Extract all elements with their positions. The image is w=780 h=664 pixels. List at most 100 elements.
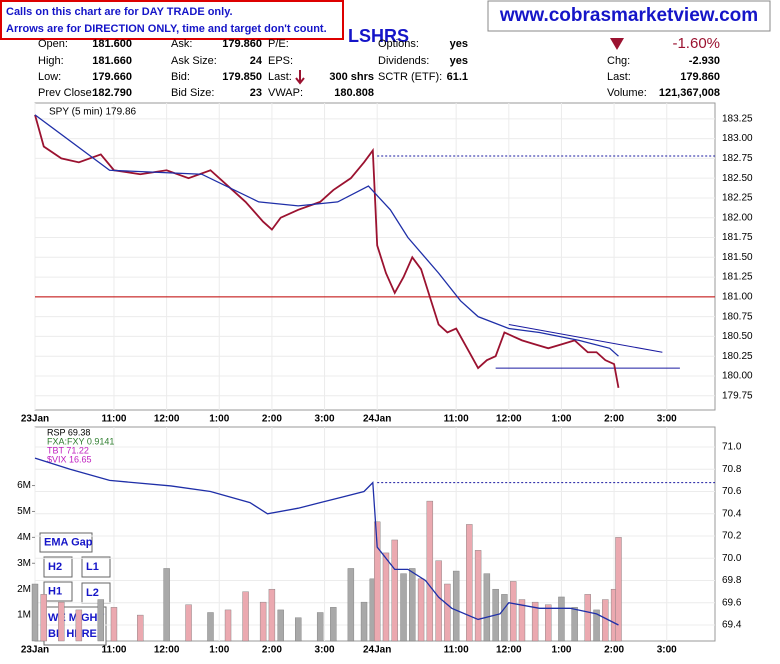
volume-bar	[409, 568, 416, 642]
volume-bar	[417, 578, 425, 642]
annotation-box	[43, 581, 73, 602]
series-line	[34, 114, 619, 357]
volume-bar	[330, 607, 337, 642]
y-tick-label: 1M	[17, 610, 31, 621]
x-tick-label: 3:00	[315, 645, 335, 656]
series-line	[34, 457, 619, 626]
y-tick-label: 181.00	[722, 291, 753, 302]
volume-bar	[360, 601, 368, 642]
header-value: 180.808	[334, 87, 374, 99]
header-label: EPS:	[268, 55, 293, 67]
volume-bar	[110, 607, 118, 642]
header-value: 179.860	[222, 38, 262, 50]
y-tick-label: 3M	[17, 558, 31, 569]
y2-tick-label: 69.8	[722, 575, 742, 586]
x-tick-label: 2:00	[262, 645, 282, 656]
volume-bar	[435, 560, 442, 642]
x-tick-label: 24Jan	[363, 414, 391, 425]
header-value: 23	[250, 87, 262, 99]
volume-bar	[75, 609, 83, 642]
volume-bar	[391, 539, 398, 642]
volume-bar	[466, 524, 473, 642]
header-label: Bid:	[171, 71, 190, 83]
y-tick-label: 182.00	[722, 212, 753, 223]
header-label: Ask Size:	[171, 55, 217, 67]
volume-bar	[558, 596, 565, 642]
y2-tick-label: 70.4	[722, 508, 742, 519]
header-label: Volume:	[607, 87, 647, 99]
header-value: 179.660	[92, 71, 132, 83]
volume-bar	[163, 568, 170, 642]
volume-bar	[31, 583, 39, 642]
volume-bar	[347, 568, 355, 642]
volume-bar	[207, 612, 214, 642]
y-tick-label: 179.75	[722, 390, 753, 401]
header-value: 61.1	[447, 71, 468, 83]
annotation-box	[39, 532, 93, 553]
annotation-text: H1	[48, 585, 62, 597]
header-value: 121,367,008	[659, 87, 720, 99]
series-line	[34, 114, 620, 389]
x-tick-label: 12:00	[496, 414, 522, 425]
header-value: 182.790	[92, 87, 132, 99]
x-tick-label: 24Jan	[363, 645, 391, 656]
y-tick-label: 180.75	[722, 311, 753, 322]
header-label: Prev Close:	[38, 87, 95, 99]
header-label: SCTR (ETF):	[378, 71, 442, 83]
down-arrow	[610, 38, 624, 50]
header-label: Last:	[607, 71, 631, 83]
x-tick-label: 11:00	[444, 645, 469, 656]
volume-bar	[259, 601, 267, 642]
volume-bar	[602, 599, 609, 642]
y-tick-label: 182.25	[722, 193, 753, 204]
y2-tick-label: 69.4	[722, 620, 742, 631]
volume-bar	[483, 573, 491, 642]
volume-bar	[373, 521, 381, 642]
y-tick-label: 5M	[17, 506, 31, 517]
x-tick-label: 3:00	[657, 645, 677, 656]
header-label: Options:	[378, 38, 419, 50]
header-value: 179.860	[680, 71, 720, 83]
y-tick-label: 6M	[17, 480, 31, 491]
annotation-text: L1	[86, 561, 99, 573]
y-tick-label: 180.50	[722, 331, 753, 342]
volume-bar	[444, 583, 451, 642]
header-label: Dividends:	[378, 55, 429, 67]
header-value: 300 shrs	[329, 71, 374, 83]
volume-bar	[452, 570, 460, 642]
x-tick-label: 23Jan	[21, 645, 49, 656]
volume-bar	[426, 500, 434, 642]
x-tick-label: 2:00	[604, 645, 624, 656]
legend-label: RSP 69.38	[47, 427, 90, 437]
volume-bar	[295, 617, 302, 642]
header-value: yes	[450, 38, 468, 50]
y2-tick-label: 70.8	[722, 464, 742, 475]
volume-bar	[571, 607, 578, 642]
volume-bar	[242, 591, 249, 642]
header-value: 181.660	[92, 55, 132, 67]
x-tick-label: 1:00	[209, 414, 229, 425]
volume-bar	[277, 609, 284, 642]
volume-bar	[474, 550, 482, 642]
header-label: Last:	[268, 71, 292, 83]
y-tick-label: 4M	[17, 532, 31, 543]
x-tick-label: 1:00	[209, 645, 229, 656]
header-label: VWAP:	[268, 87, 303, 99]
legend-label: TBT 71.22	[47, 445, 89, 455]
volume-bar	[531, 601, 539, 642]
volume-bar	[584, 594, 591, 642]
x-tick-label: 1:00	[551, 645, 571, 656]
website-box	[487, 0, 771, 32]
volume-bar	[224, 609, 232, 642]
x-tick-label: 11:00	[101, 645, 126, 656]
annotation-box	[43, 606, 107, 646]
header-label: P/E:	[268, 38, 289, 50]
calls-box	[0, 0, 344, 40]
y2-tick-label: 70.6	[722, 486, 742, 497]
header-value: 181.600	[92, 38, 132, 50]
x-tick-label: 12:00	[496, 645, 522, 656]
y2-tick-label: 70.0	[722, 553, 742, 564]
volume-bar	[316, 612, 324, 642]
